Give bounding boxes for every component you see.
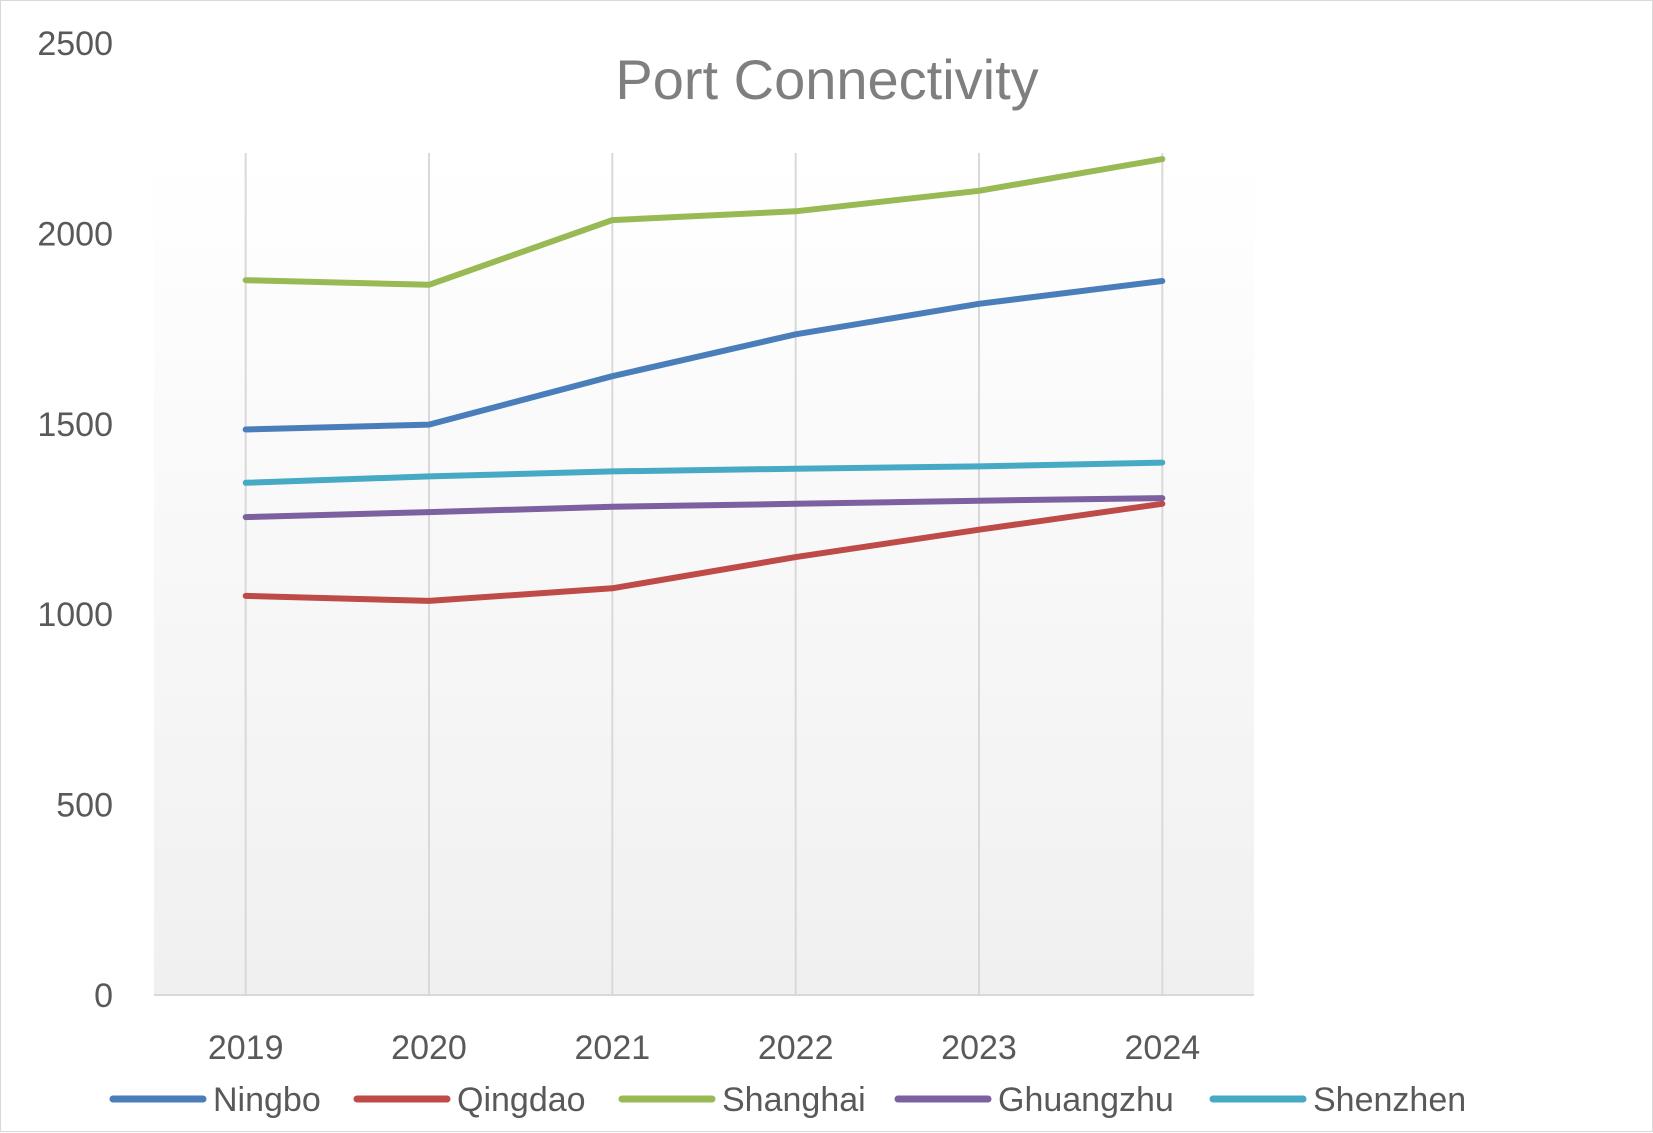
series-line-ningbo — [242, 278, 1166, 433]
legend-item-shenzhen: Shenzhen — [1209, 1081, 1466, 1119]
y-tick-label: 500 — [56, 787, 113, 825]
y-axis-ticks: 0 500 1000 1500 2000 2500 — [37, 25, 113, 1015]
x-axis-ticks: 2019 2020 2021 2022 2023 2024 — [208, 1029, 1200, 1067]
x-tick-label: 2019 — [208, 1029, 284, 1067]
legend-item-ghuangzhu: Ghuangzhu — [894, 1081, 1174, 1119]
series-line-ghuangzhu — [242, 495, 1166, 521]
chart-title: Port Connectivity — [615, 48, 1038, 111]
legend-label: Shenzhen — [1313, 1081, 1466, 1119]
legend-label: Qingdao — [457, 1081, 586, 1119]
legend-label: Shanghai — [722, 1081, 866, 1119]
legend-item-qingdao: Qingdao — [353, 1081, 586, 1119]
y-tick-label: 1000 — [37, 596, 113, 634]
y-tick-label: 0 — [94, 977, 113, 1015]
x-tick-label: 2024 — [1125, 1029, 1201, 1067]
series-line-shanghai — [242, 156, 1166, 288]
gridlines — [244, 153, 1164, 995]
series-line-shenzhen — [242, 459, 1166, 486]
y-tick-label: 2000 — [37, 215, 113, 253]
y-tick-label: 2500 — [37, 25, 113, 63]
x-tick-label: 2021 — [575, 1029, 651, 1067]
legend: Ningbo Qingdao Shanghai Ghuangzhu Shenzhen — [109, 1081, 1466, 1119]
x-tick-label: 2020 — [391, 1029, 467, 1067]
legend-item-shanghai: Shanghai — [618, 1081, 866, 1119]
y-tick-label: 1500 — [37, 406, 113, 444]
x-tick-label: 2022 — [758, 1029, 834, 1067]
legend-label: Ningbo — [213, 1081, 321, 1119]
series-line-qingdao — [242, 500, 1166, 604]
x-tick-label: 2023 — [941, 1029, 1017, 1067]
series-lines — [242, 156, 1166, 604]
legend-label: Ghuangzhu — [998, 1081, 1174, 1119]
legend-item-ningbo: Ningbo — [109, 1081, 321, 1119]
